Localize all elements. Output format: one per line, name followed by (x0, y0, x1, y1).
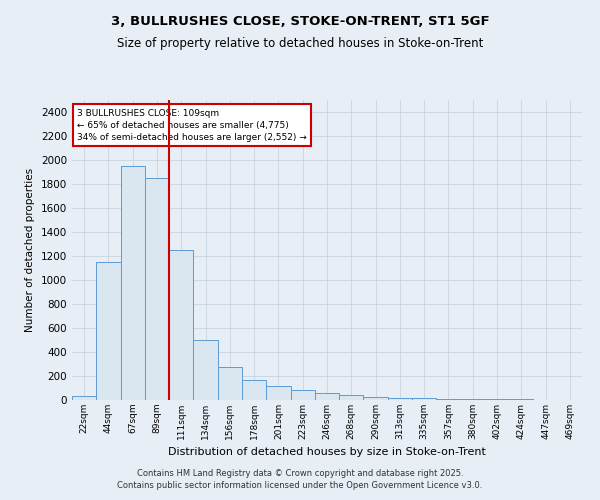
Bar (121, 166, 145, 400)
Text: 3, BULLRUSHES CLOSE, STOKE-ON-TRENT, ST1 5GF: 3, BULLRUSHES CLOSE, STOKE-ON-TRENT, ST1… (110, 15, 490, 28)
Y-axis label: Number of detached properties: Number of detached properties (25, 168, 35, 332)
Bar (436, 399, 461, 400)
Bar (412, 398, 436, 400)
Bar (290, 390, 315, 400)
Bar (169, 250, 193, 400)
Text: Contains HM Land Registry data © Crown copyright and database right 2025.
Contai: Contains HM Land Registry data © Crown c… (118, 468, 482, 490)
Bar (96, 262, 121, 400)
Bar (218, 367, 242, 400)
Bar (193, 340, 218, 400)
Bar (364, 397, 388, 400)
Bar (339, 395, 364, 400)
Bar (461, 399, 485, 400)
Text: 3 BULLRUSHES CLOSE: 109sqm
← 65% of detached houses are smaller (4,775)
34% of s: 3 BULLRUSHES CLOSE: 109sqm ← 65% of deta… (77, 109, 307, 142)
Text: Size of property relative to detached houses in Stoke-on-Trent: Size of property relative to detached ho… (117, 38, 483, 51)
Bar (315, 394, 339, 400)
Bar (145, 178, 169, 400)
Bar (72, 396, 96, 400)
Bar (266, 386, 290, 400)
Bar (388, 398, 412, 400)
Bar (242, 380, 266, 400)
X-axis label: Distribution of detached houses by size in Stoke-on-Trent: Distribution of detached houses by size … (168, 448, 486, 458)
